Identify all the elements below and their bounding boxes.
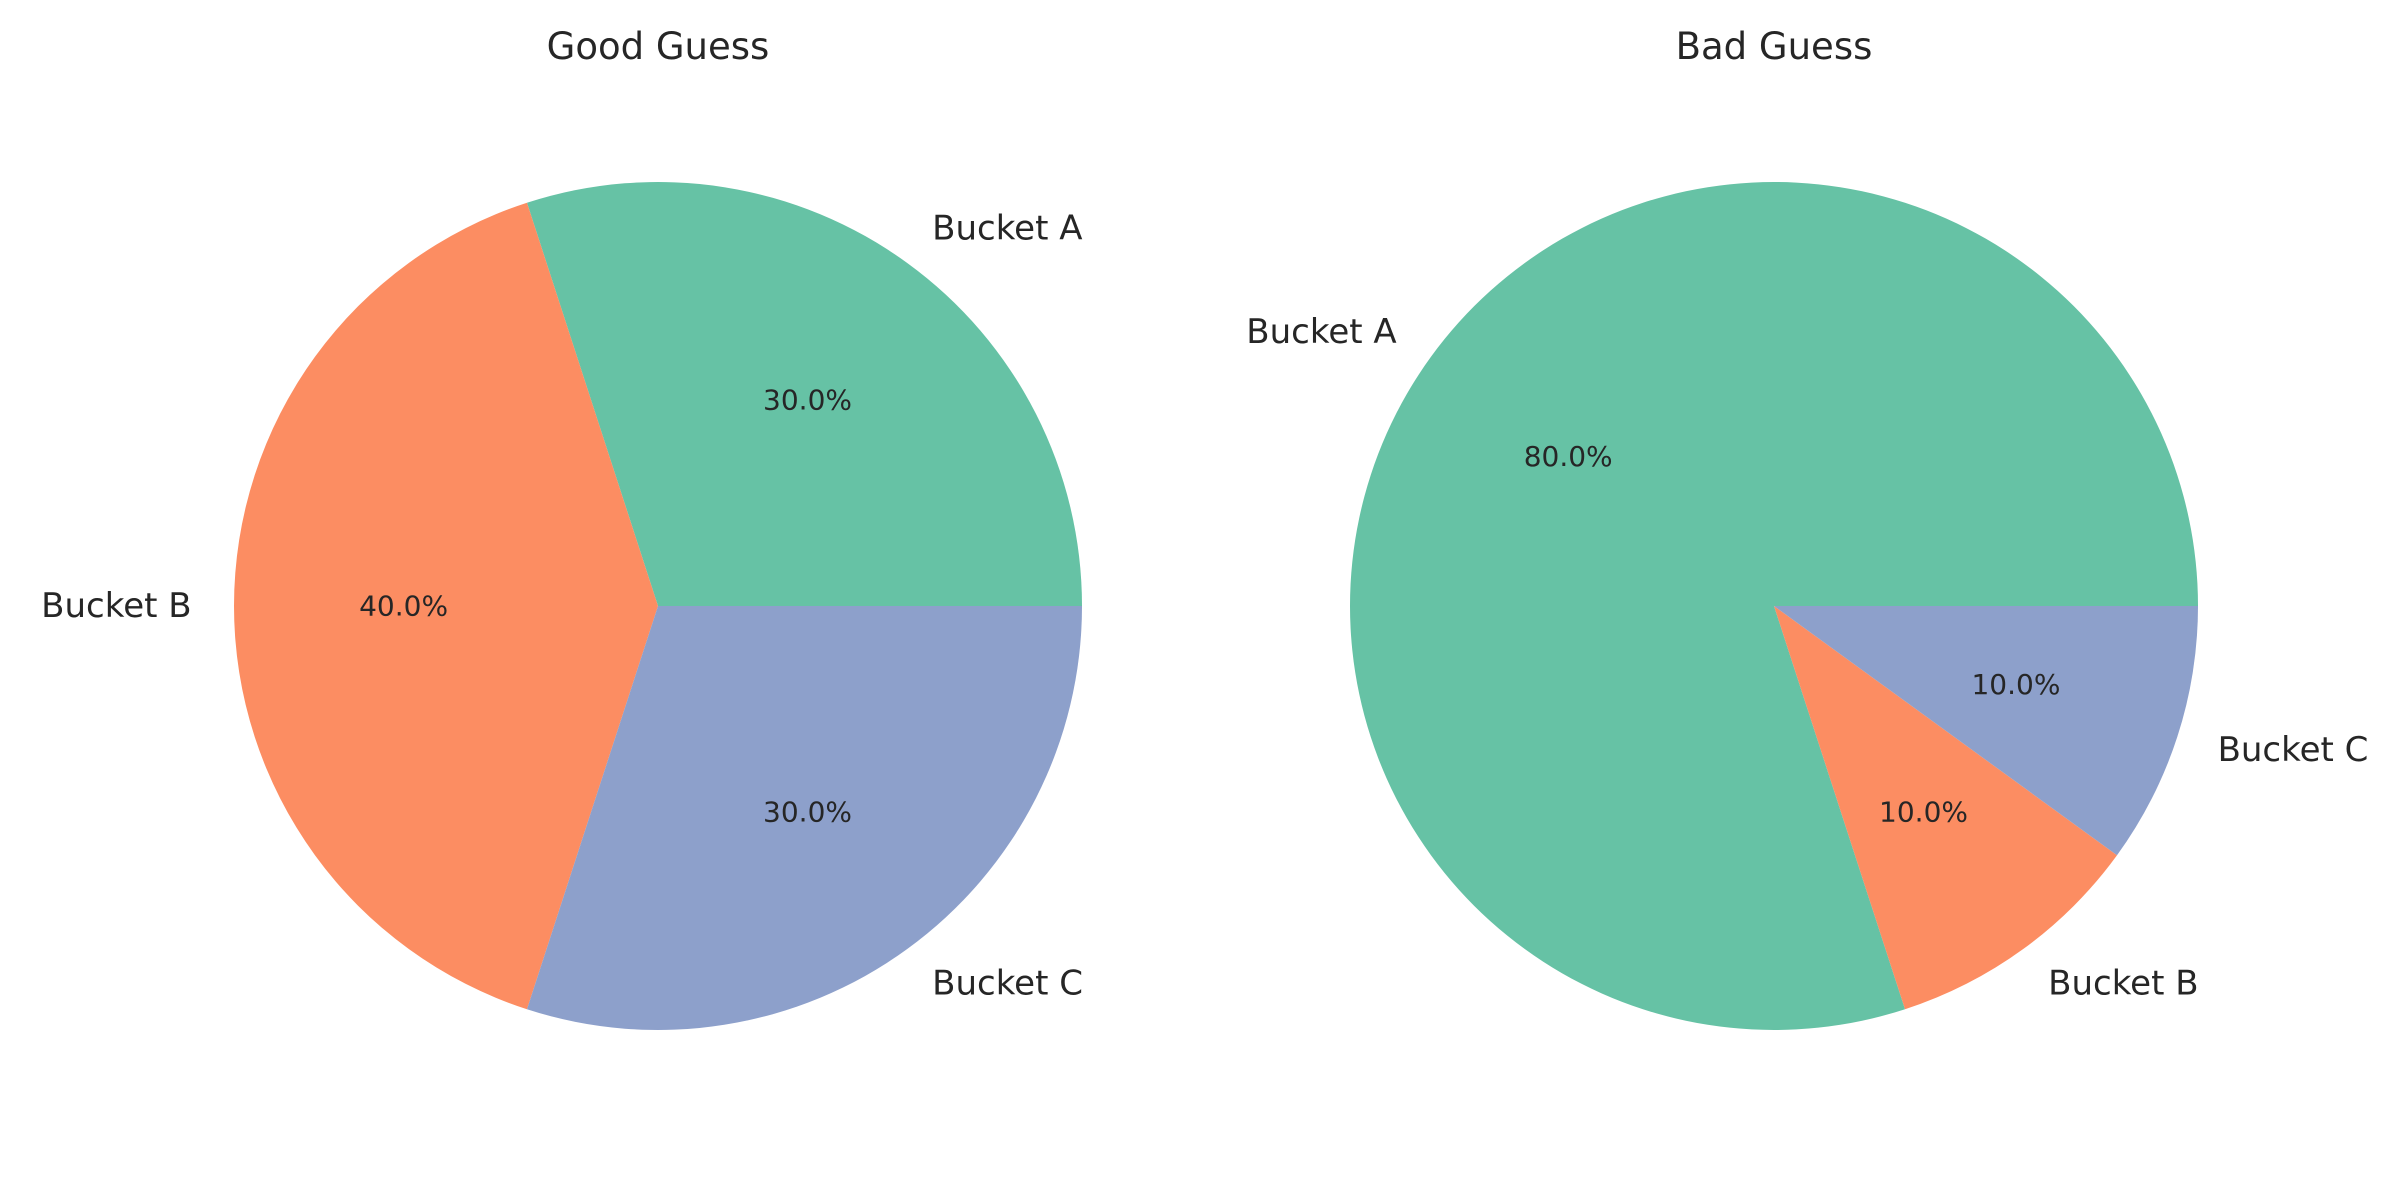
pie-slice-bucket-c <box>1774 606 2198 856</box>
pie-slice-bucket-b <box>233 202 658 1010</box>
chart-title: Bad Guess <box>1676 25 1873 68</box>
pie-category-label: Bucket B <box>41 586 191 626</box>
pie-labels: 80.0% Bucket A 10.0% Bucket B 10.0% Bucket C <box>1246 312 2368 1003</box>
pie-chart-good-guess: Good Guess 30.0%Bucket A40.0%Bucket B30.… <box>41 25 1083 1030</box>
pie-slice-bucket-a <box>1350 182 2198 1031</box>
pie-slices <box>1350 182 2198 1031</box>
pie-percent-label: 40.0% <box>359 590 448 623</box>
pie-chart-bad-guess: Bad Guess 80.0% Bucket A 10.0% Bucket B 10.0… <box>1246 25 2368 1031</box>
pie-category-label: Bucket A <box>1246 312 1396 352</box>
pie-percent-label: 30.0% <box>763 795 852 828</box>
pie-labels: 30.0% Bucket A 40.0% Bucket B 30.0% Bucket C <box>41 209 1083 1004</box>
pie-percent-label: 30.0% <box>763 384 852 417</box>
pie-percent-label: 80.0% <box>1524 440 1613 473</box>
chart-title: Good Guess <box>547 25 770 68</box>
pie-category-label: Bucket B <box>2048 963 2198 1003</box>
pie-category-label: Bucket C <box>932 963 1083 1003</box>
pie-category-label: Bucket A <box>932 209 1082 249</box>
pie-percent-label: 10.0% <box>1971 668 2060 701</box>
pie-category-label: Bucket C <box>2218 730 2369 770</box>
pie-percent-label: 10.0% <box>1879 795 1968 828</box>
pie-slice-bucket-b <box>1774 606 2118 1010</box>
pie-slices <box>233 181 1082 1030</box>
pie-slice-bucket-a <box>526 181 1082 606</box>
pie-slice-bucket-c <box>526 606 1082 1030</box>
